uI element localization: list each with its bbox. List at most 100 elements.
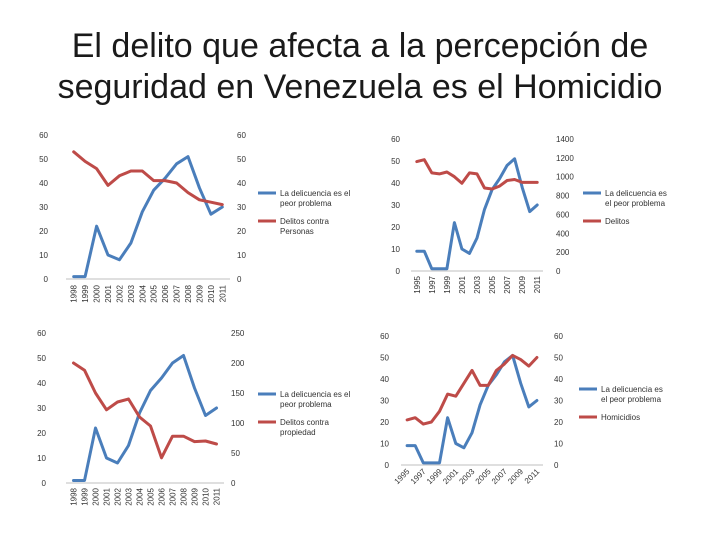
y-left-tick-label: 60: [380, 332, 389, 341]
x-tick-label: 2009: [195, 284, 204, 302]
y-right-tick-label: 60: [237, 131, 246, 140]
y-right-tick-label: 1200: [556, 154, 574, 163]
series-line-delinquency: [415, 157, 539, 271]
x-tick-label: 2002: [115, 284, 124, 302]
x-tick-label: 1999: [443, 275, 452, 293]
x-tick-label: 1997: [428, 275, 437, 293]
x-tick-label: 2003: [457, 467, 476, 486]
x-tick-label: 2009: [506, 467, 525, 486]
y-right-tick-label: 800: [556, 192, 570, 201]
x-tick-label: 2003: [125, 487, 134, 505]
legend-label: La delicuencia es: [605, 189, 667, 198]
y-right-tick-label: 40: [554, 375, 563, 384]
x-tick-label: 2004: [138, 284, 147, 302]
x-tick-label: 1998: [70, 487, 79, 505]
y-right-tick-label: 10: [237, 251, 246, 260]
y-left-tick-label: 50: [391, 157, 400, 166]
series-line-crime: [72, 150, 224, 207]
y-right-tick-label: 600: [556, 210, 570, 219]
y-left-tick-label: 0: [385, 461, 390, 470]
legend-label: Homicidios: [601, 413, 640, 422]
y-left-tick-label: 30: [391, 201, 400, 210]
x-tick-label: 2007: [503, 275, 512, 293]
x-tick-label: 1997: [409, 467, 428, 486]
x-tick-label: 1995: [393, 467, 412, 486]
x-tick-label: 2007: [173, 284, 182, 302]
chart-bottom-left: 0 10 20 30 40 50 60 0 50 100 150 200 250 1998 1999 2000…: [37, 329, 350, 506]
y-left-tick-label: 20: [37, 429, 46, 438]
y-left-tick-label: 50: [380, 354, 389, 363]
x-tick-label: 2009: [191, 487, 200, 505]
series-line-delinquency: [405, 353, 539, 465]
y-left-tick-label: 0: [396, 267, 401, 276]
x-tick-label: 2001: [104, 284, 113, 302]
legend-label: propiedad: [280, 428, 316, 437]
x-tick-label: 2004: [136, 487, 145, 505]
y-right-tick-label: 40: [237, 179, 246, 188]
x-tick-label: 2003: [127, 284, 136, 302]
legend-label: peor problema: [280, 400, 332, 409]
y-left-tick-label: 10: [39, 251, 48, 260]
title-line-2: seguridad en Venezuela es el Homicidio: [57, 68, 663, 106]
x-tick-label: 2011: [523, 467, 542, 486]
y-right-tick-label: 250: [231, 329, 245, 338]
y-right-tick-label: 0: [231, 479, 236, 488]
y-right-tick-label: 200: [231, 359, 245, 368]
y-left-tick-label: 30: [39, 203, 48, 212]
y-right-tick-label: 0: [556, 267, 561, 276]
legend-label: La delicuencia es: [601, 385, 663, 394]
x-tick-label: 2000: [93, 284, 102, 302]
y-left-tick-label: 60: [391, 135, 400, 144]
series-line-crime: [405, 353, 539, 426]
y-left-tick-label: 30: [37, 404, 46, 413]
legend-label: peor problema: [280, 199, 332, 208]
x-tick-label: 2002: [114, 487, 123, 505]
x-tick-label: 2010: [207, 284, 216, 302]
y-right-tick-label: 0: [237, 275, 242, 284]
y-right-tick-label: 400: [556, 229, 570, 238]
y-left-tick-label: 10: [37, 454, 46, 463]
title-line-1: El delito que afecta a la percepción de: [71, 27, 649, 65]
y-left-tick-label: 60: [37, 329, 46, 338]
y-left-tick-label: 40: [391, 179, 400, 188]
y-right-tick-label: 200: [556, 248, 570, 257]
legend-label: el peor problema: [601, 395, 662, 404]
legend-label: Delitos contra: [280, 217, 329, 226]
x-tick-label: 2011: [533, 275, 542, 293]
y-right-tick-label: 1400: [556, 135, 574, 144]
y-left-tick-label: 10: [391, 245, 400, 254]
x-tick-label: 2001: [103, 487, 112, 505]
x-tick-label: 1999: [81, 284, 90, 302]
x-tick-label: 1998: [70, 284, 79, 302]
y-right-tick-label: 50: [231, 449, 240, 458]
legend-label: Personas: [280, 227, 314, 236]
y-left-tick-label: 20: [391, 223, 400, 232]
y-left-tick-label: 40: [39, 179, 48, 188]
y-right-tick-label: 20: [237, 227, 246, 236]
y-left-tick-label: 0: [42, 479, 47, 488]
y-left-tick-label: 50: [37, 354, 46, 363]
legend-label: La delicuencia es el: [280, 390, 350, 399]
x-tick-label: 1999: [425, 467, 444, 486]
y-left-tick-label: 10: [380, 440, 389, 449]
y-left-tick-label: 50: [39, 155, 48, 164]
x-tick-label: 2005: [474, 467, 493, 486]
x-tick-label: 2007: [490, 467, 509, 486]
y-right-tick-label: 100: [231, 419, 245, 428]
legend-label: el peor problema: [605, 199, 666, 208]
series-line-crime: [415, 158, 539, 191]
x-tick-label: 2011: [218, 284, 227, 302]
y-right-tick-label: 30: [554, 397, 563, 406]
y-right-tick-label: 60: [554, 332, 563, 341]
x-tick-label: 2010: [202, 487, 211, 505]
series-line-delinquency: [72, 155, 224, 279]
y-right-tick-label: 150: [231, 389, 245, 398]
y-left-tick-label: 20: [380, 418, 389, 427]
x-tick-label: 1999: [81, 487, 90, 505]
x-tick-label: 2003: [473, 275, 482, 293]
x-tick-label: 2001: [441, 467, 460, 486]
y-right-tick-label: 20: [554, 418, 563, 427]
y-left-tick-label: 60: [39, 131, 48, 140]
